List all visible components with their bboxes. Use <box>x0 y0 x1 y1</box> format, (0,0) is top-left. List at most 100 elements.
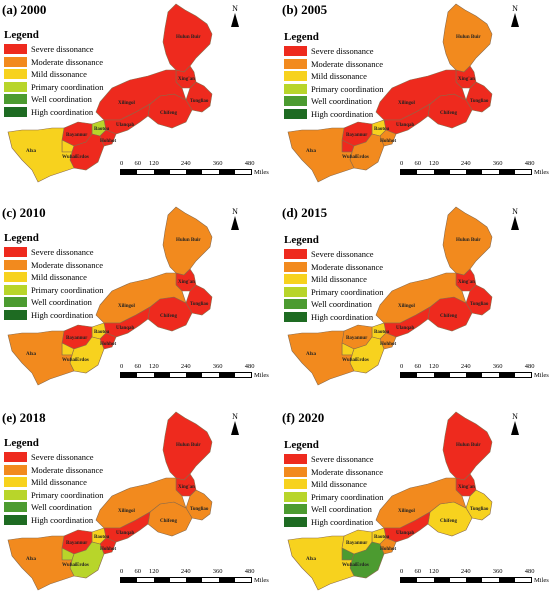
legend-item: Mild dissonance <box>4 476 103 489</box>
scale-ticks: 0 60 120 240 360 480 <box>400 363 540 371</box>
north-label: N <box>232 207 238 216</box>
scale-segments <box>400 169 532 175</box>
legend-title: Legend <box>4 437 39 449</box>
legend-label: Severe dissonance <box>31 247 94 257</box>
legend-swatch <box>4 56 27 67</box>
scale-segment <box>433 170 450 174</box>
legend-item: High coordination <box>284 108 383 121</box>
legend-item: Primary coordination <box>4 489 103 502</box>
scale-segment <box>137 578 154 582</box>
legend-item: Primary coordination <box>284 286 383 299</box>
legend-label: Severe dissonance <box>311 46 374 56</box>
scale-segment <box>401 170 418 174</box>
legend-label: Moderate dissonance <box>31 259 103 270</box>
region-label: Wuhai <box>62 155 77 160</box>
legend-title: Legend <box>284 234 319 246</box>
legend-item: High coordination <box>4 106 103 119</box>
region-label: Bayannur <box>346 133 368 138</box>
legend-swatch <box>4 94 27 105</box>
scale-segment <box>498 373 515 377</box>
scale-tick-label: 480 <box>244 363 255 370</box>
scale-tick-label: 360 <box>492 363 503 370</box>
scale-segment <box>121 578 138 582</box>
legend-item: Moderate dissonance <box>4 56 103 69</box>
scale-bar: 0 60 120 240 360 480 Miles <box>120 568 269 584</box>
scale-segment <box>218 373 235 377</box>
region-label: Tongliao <box>190 99 209 104</box>
legend-label: Severe dissonance <box>31 452 94 462</box>
scale-bar: 0 60 120 240 360 480 Miles <box>400 568 549 584</box>
region-label: Wuhai <box>342 358 357 363</box>
panel-title: (f) 2020 <box>282 410 325 425</box>
legend-label: High coordination <box>31 106 94 117</box>
region-label: Baotou <box>374 535 390 540</box>
scale-segment <box>186 170 203 174</box>
choropleth-map: Hulun Buir Xing'an Tongliao Chifeng Xilingol… <box>287 206 493 386</box>
legend-label: High coordination <box>31 309 94 320</box>
legend-item: High coordination <box>284 311 383 324</box>
legend-label: Severe dissonance <box>311 249 374 259</box>
legend-swatch <box>4 259 27 270</box>
legend-item: Moderate dissonance <box>284 58 383 71</box>
region-label: Wuhai <box>62 563 77 568</box>
region-label: Hulun Buir <box>176 238 201 243</box>
legend-swatch <box>4 502 27 513</box>
scale-segment <box>186 578 203 582</box>
legend: Legend Severe dissonance Moderate dissonan… <box>284 32 383 120</box>
region-label: Ulanqab <box>396 326 415 331</box>
scale-tick-label: 60 <box>134 160 142 167</box>
legend-swatch <box>284 299 307 310</box>
scale-tick-label: 240 <box>460 568 471 575</box>
north-label: N <box>232 4 238 13</box>
scale-segment <box>417 170 434 174</box>
scale-segment <box>482 170 499 174</box>
scale-segment <box>202 373 219 377</box>
scale-tick-label: 60 <box>134 568 142 575</box>
region-hulun-buir <box>162 411 213 481</box>
region-label: Tongliao <box>470 507 489 512</box>
north-arrow-icon: N <box>228 4 242 27</box>
scale-segments <box>120 169 252 175</box>
legend-item: Moderate dissonance <box>4 464 103 477</box>
scale-tick-label: 240 <box>180 363 191 370</box>
map-panel: Hulun Buir Xing'an Tongliao Chifeng Xilingol… <box>280 408 550 608</box>
legend-label: Mild dissonance <box>31 69 87 79</box>
legend: Legend Severe dissonance Moderate dissonan… <box>4 438 103 526</box>
legend-label: Moderate dissonance <box>311 58 383 69</box>
scale-segment <box>234 373 251 377</box>
legend-swatch <box>284 311 307 322</box>
region-label: Xilingol <box>398 509 416 514</box>
region-label: Bayannur <box>66 336 88 341</box>
legend-swatch <box>284 96 307 107</box>
region-label: Xilingol <box>118 101 136 106</box>
scale-tick-label: 0 <box>400 363 404 370</box>
scale-tick-label: 480 <box>524 363 535 370</box>
legend-title: Legend <box>284 439 319 451</box>
scale-segment <box>234 578 251 582</box>
legend-label: High coordination <box>31 514 94 525</box>
panel-title: (e) 2018 <box>2 410 46 425</box>
legend-swatch <box>284 83 307 94</box>
region-label: Wuhai <box>342 155 357 160</box>
region-label: Chifeng <box>440 314 457 319</box>
region-label: Chifeng <box>160 519 177 524</box>
scale-segment <box>466 578 483 582</box>
region-label: Alxa <box>26 352 37 357</box>
scale-segment <box>449 578 466 582</box>
scale-segment <box>153 170 170 174</box>
scale-segments <box>120 577 252 583</box>
legend-item: Mild dissonance <box>4 271 103 284</box>
legend-swatch <box>4 247 27 258</box>
region-label: Hulun Buir <box>456 238 481 243</box>
scale-segment <box>482 373 499 377</box>
scale-segment <box>417 578 434 582</box>
legend-swatch <box>284 491 307 502</box>
scale-segment <box>417 373 434 377</box>
legend-label: Well coordination <box>31 502 92 512</box>
region-label: Bayannur <box>66 133 88 138</box>
legend-swatch <box>4 69 27 80</box>
scale-tick-label: 480 <box>524 568 535 575</box>
scale-ticks: 0 60 120 240 360 480 <box>400 568 540 576</box>
region-alxa <box>7 127 75 183</box>
choropleth-map: Hulun Buir Xing'an Tongliao Chifeng Xilingol… <box>7 411 213 591</box>
